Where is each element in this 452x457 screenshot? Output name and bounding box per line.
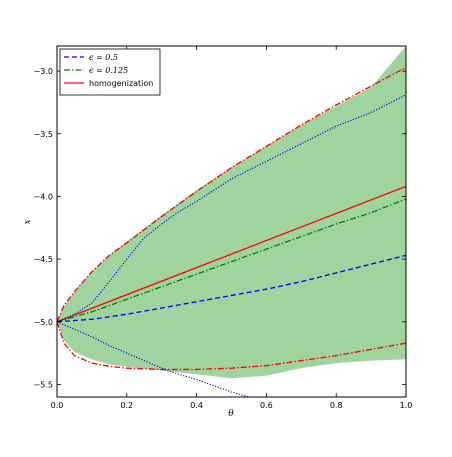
- y-axis-ticks: −5.5 −5.0 −4.5 −4.0 −3.5 −3.0: [34, 67, 406, 389]
- series-line-3: [57, 198, 406, 323]
- y-tick-label: −4.0: [34, 192, 53, 201]
- y-tick-label: −5.5: [34, 380, 53, 389]
- series-layer: [57, 66, 406, 397]
- legend-label-1: ϵ = 0.125: [89, 66, 128, 75]
- uncertainty-band-layer: [57, 46, 406, 379]
- y-tick-label: −4.5: [34, 255, 53, 264]
- x-tick-label: 0.4: [190, 401, 203, 410]
- uncertainty-band: [57, 46, 406, 379]
- legend: ϵ = 0.5 ϵ = 0.125 homogenization: [59, 48, 161, 96]
- x-tick-label: 1.0: [400, 401, 413, 410]
- legend-label-2: homogenization: [89, 79, 153, 88]
- legend-label-0: ϵ = 0.5: [89, 53, 118, 62]
- series-line-0: [57, 185, 406, 323]
- x-tick-label: 0.2: [120, 401, 133, 410]
- y-tick-label: −3.5: [34, 130, 53, 139]
- y-tick-label: −5.0: [34, 318, 53, 327]
- x-axis-ticks: 0.0 0.2 0.4 0.6 0.8 1.0: [51, 46, 413, 410]
- x-tick-label: 0.8: [330, 401, 343, 410]
- x-axis-label: θ: [228, 409, 234, 419]
- plot-frame: [56, 45, 407, 398]
- series-line-1: [57, 66, 406, 323]
- y-tick-label: −3.0: [34, 67, 53, 76]
- x-tick-label: 0.6: [260, 401, 273, 410]
- y-axis-label: x: [23, 219, 33, 224]
- x-tick-label: 0.0: [51, 401, 64, 410]
- series-line-4: [57, 254, 406, 323]
